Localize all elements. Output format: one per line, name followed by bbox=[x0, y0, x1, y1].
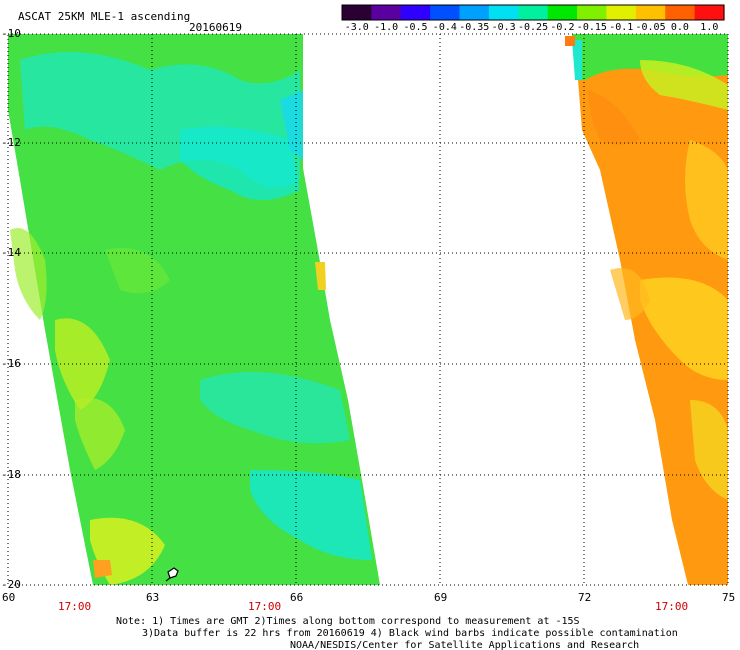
colorbar-swatch bbox=[430, 5, 461, 20]
colorbar-tick-label: -3.0 bbox=[344, 22, 369, 33]
time-label: 17:00 bbox=[58, 600, 92, 613]
colorbar-tick-label: -0.15 bbox=[576, 22, 607, 33]
colorbar-swatch bbox=[635, 5, 666, 20]
colorbar-tick-label: -1.0 bbox=[374, 22, 399, 33]
colorbar-swatch bbox=[459, 5, 490, 20]
note-line-2: 3)Data buffer is 22 hrs from 20160619 4)… bbox=[142, 628, 678, 639]
colorbar-swatch bbox=[342, 5, 372, 20]
colorbar-tick-label: -0.05 bbox=[635, 22, 666, 33]
colorbar-tick-label: -0.3 bbox=[491, 22, 516, 33]
colorbar-tick-label: -0.35 bbox=[459, 22, 490, 33]
wind-barb-icon bbox=[165, 567, 179, 582]
colorbar-tick-label: -0.5 bbox=[403, 22, 428, 33]
colorbar-tick-label: -0.1 bbox=[609, 22, 634, 33]
time-label: 17:00 bbox=[655, 600, 689, 613]
colorbar-swatch bbox=[665, 5, 696, 20]
note-line-3: NOAA/NESDIS/Center for Satellite Applica… bbox=[290, 640, 640, 650]
colorbar-swatch bbox=[606, 5, 637, 20]
colorbar bbox=[341, 4, 725, 21]
lat-label: -18 bbox=[1, 468, 21, 481]
colorbar-swatch bbox=[400, 5, 431, 20]
lon-label: 69 bbox=[434, 591, 448, 604]
left-swath bbox=[8, 34, 380, 585]
map-title: ASCAT 25KM MLE-1 ascending bbox=[18, 10, 191, 23]
lat-label: -14 bbox=[1, 246, 21, 259]
lon-label: 60 bbox=[2, 591, 16, 604]
colorbar-swatch bbox=[694, 5, 725, 20]
lon-label: 66 bbox=[290, 591, 304, 604]
colorbar-swatch bbox=[488, 5, 519, 20]
colorbar-tick-label: -0.25 bbox=[518, 22, 549, 33]
colorbar-swatch bbox=[518, 5, 549, 20]
lat-label: -12 bbox=[1, 136, 21, 149]
colorbar-tick-label: 0.0 bbox=[670, 22, 689, 33]
graticule bbox=[8, 34, 728, 585]
lon-label: 72 bbox=[578, 591, 592, 604]
lon-label: 75 bbox=[722, 591, 736, 604]
lat-label: -20 bbox=[1, 578, 21, 591]
colorbar-tick-label: -0.4 bbox=[432, 22, 457, 33]
lat-label: -10 bbox=[1, 27, 21, 40]
colorbar-swatch bbox=[547, 5, 578, 20]
colorbar-frame bbox=[341, 4, 725, 21]
note-line-1: Note: 1) Times are GMT 2)Times along bot… bbox=[116, 616, 580, 627]
colorbar-swatch bbox=[371, 5, 402, 20]
colorbar-tick-label: 1.0 bbox=[700, 22, 719, 33]
lon-label: 63 bbox=[146, 591, 160, 604]
colorbar-swatch bbox=[577, 5, 608, 20]
lat-label: -16 bbox=[1, 357, 21, 370]
time-label: 17:00 bbox=[248, 600, 282, 613]
map-date: 20160619 bbox=[189, 21, 242, 34]
map-frame bbox=[7, 33, 729, 586]
right-swath bbox=[565, 34, 728, 585]
colorbar-tick-label: -0.2 bbox=[550, 22, 575, 33]
